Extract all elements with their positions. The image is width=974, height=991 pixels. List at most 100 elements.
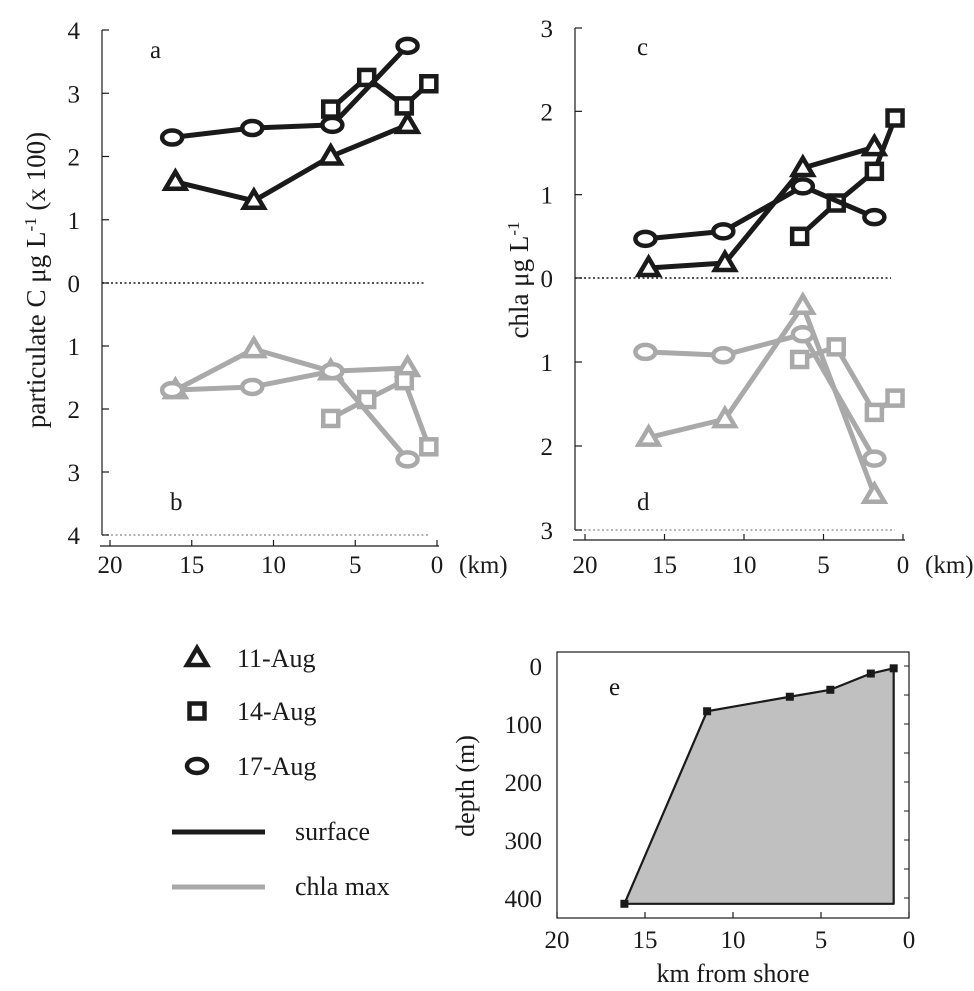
- x-tick-label: 0: [897, 552, 910, 579]
- series-a-14-Aug: [320, 67, 439, 119]
- series-line: [645, 331, 877, 460]
- x-tick-label: 15: [652, 552, 677, 579]
- x-tick-label: 5: [817, 552, 830, 579]
- data-point-square: [789, 349, 810, 370]
- series-line: [648, 144, 876, 271]
- data-point-square: [864, 161, 885, 182]
- series-line: [174, 346, 408, 393]
- series-line: [329, 378, 432, 448]
- series-d-14-Aug: [789, 337, 905, 423]
- chart-right-panels-c-d: 0 1 2 3 1 2 3 20 15 10 5 0 (km) c d chla μg L-1: [504, 16, 974, 579]
- depth-point: [889, 664, 898, 673]
- series-line: [171, 44, 410, 141]
- data-point-triangle: [161, 167, 190, 192]
- data-point-square: [864, 402, 885, 423]
- y-tick-label: 2: [68, 145, 81, 172]
- x-tick-label: 20: [573, 552, 598, 579]
- y-tick-label: 300: [505, 828, 543, 855]
- data-point-circle: [239, 377, 265, 397]
- data-point-circle: [633, 229, 658, 249]
- y-tick-label: 200: [505, 770, 543, 797]
- series-c-17-Aug: [633, 177, 887, 249]
- data-point-triangle: [710, 248, 739, 273]
- x-tick-label: 10: [261, 552, 286, 579]
- data-point-circle: [320, 115, 345, 135]
- data-point-square: [320, 408, 341, 429]
- data-point-square: [320, 99, 341, 119]
- y-tick-label: 2: [68, 397, 81, 424]
- y-axis-label: depth (m): [451, 735, 480, 837]
- x-tick-label: 5: [349, 552, 362, 579]
- depth-point: [703, 707, 712, 716]
- legend-marker-square: [187, 701, 207, 721]
- x-axis-label: km from shore: [656, 959, 809, 988]
- depth-point: [866, 669, 875, 678]
- x-tick-label: 15: [179, 552, 204, 579]
- y-axis-label: chla μg L-1: [504, 221, 535, 338]
- y-tick-label: 1: [541, 350, 554, 377]
- legend-label: 14-Aug: [237, 697, 316, 726]
- panel-label: e: [609, 674, 620, 701]
- data-point-circle: [862, 207, 887, 227]
- series-d-17-Aug: [633, 325, 887, 468]
- x-tick-label: 10: [721, 927, 746, 954]
- data-point-square: [419, 437, 439, 457]
- data-point-square: [419, 74, 439, 94]
- data-point-circle: [862, 449, 887, 468]
- depth-point: [785, 692, 794, 701]
- x-axis-label: (km): [925, 552, 974, 579]
- data-point-triangle: [239, 334, 268, 359]
- legend: 11-Aug 14-Aug 17-Aug surface chla max: [172, 643, 390, 901]
- data-point-circle: [790, 177, 816, 196]
- panel-label: b: [170, 489, 183, 516]
- depth-point: [826, 685, 835, 694]
- y-tick-label: 3: [541, 16, 554, 43]
- data-point-square: [394, 96, 415, 116]
- series-b-17-Aug: [159, 361, 420, 469]
- data-point-circle: [159, 128, 185, 147]
- series-line: [798, 344, 897, 415]
- data-point-triangle: [634, 423, 663, 447]
- data-point-circle: [320, 361, 345, 381]
- x-tick-label: 20: [545, 927, 570, 954]
- y-tick-label: 0: [530, 654, 543, 681]
- data-point-circle: [790, 325, 816, 344]
- y-tick-label: 3: [68, 460, 81, 487]
- legend-label: 11-Aug: [237, 644, 315, 673]
- y-tick-label: 4: [68, 18, 81, 45]
- data-point-triangle: [788, 291, 817, 315]
- y-tick-label: 400: [505, 886, 543, 913]
- y-tick-label: 1: [541, 183, 554, 210]
- x-tick-label: 0: [431, 552, 444, 579]
- panel-label: c: [637, 34, 648, 61]
- y-tick-label: 1: [68, 208, 81, 235]
- chart-left-panels-a-b: 0 1 2 3 4 1 2 3 4 20 15 10 5 0 (km) a b particulate C μg …: [21, 18, 508, 579]
- data-point-square: [885, 108, 905, 128]
- series-a-17-Aug: [159, 36, 420, 147]
- x-tick-label: 5: [815, 927, 828, 954]
- legend-label: chla max: [295, 872, 390, 901]
- legend-label: surface: [295, 817, 370, 846]
- data-point-triangle: [634, 253, 663, 278]
- series-line: [797, 117, 898, 239]
- data-point-square: [789, 226, 810, 247]
- series-d-11-Aug: [634, 291, 889, 504]
- series-b-14-Aug: [320, 370, 439, 457]
- data-point-triangle: [788, 153, 817, 178]
- data-point-circle: [711, 346, 736, 365]
- legend-label: 17-Aug: [237, 752, 316, 781]
- panel-label: a: [150, 37, 161, 64]
- data-point-square: [826, 337, 846, 357]
- data-point-circle: [159, 380, 185, 400]
- y-tick-label: 2: [541, 99, 554, 126]
- y-tick-label: 4: [68, 523, 81, 550]
- y-tick-label: 3: [68, 81, 81, 108]
- data-point-circle: [633, 342, 658, 362]
- data-point-square: [394, 370, 415, 391]
- data-point-circle: [239, 118, 265, 138]
- series-line: [329, 74, 431, 111]
- y-tick-label: 2: [541, 434, 554, 461]
- series-c-11-Aug: [634, 132, 889, 278]
